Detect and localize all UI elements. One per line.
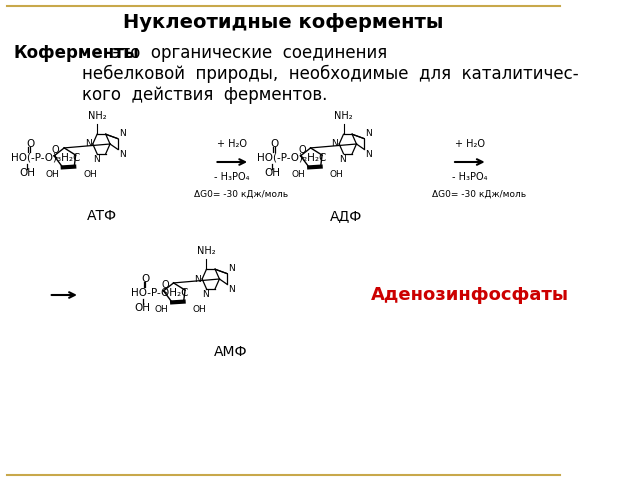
Text: N: N — [365, 129, 372, 138]
Text: Коферменты: Коферменты — [13, 44, 139, 62]
Text: HO-P-OH₂C: HO-P-OH₂C — [131, 288, 189, 298]
Text: O: O — [52, 145, 60, 155]
Text: N: N — [228, 286, 235, 294]
Text: OH: OH — [330, 169, 343, 179]
Text: N: N — [332, 140, 339, 148]
Text: OH: OH — [83, 169, 97, 179]
Text: –  это  органические  соединения
небелковой  природы,  необходимые  для  каталит: – это органические соединения небелковой… — [83, 44, 579, 104]
Text: HO(-P-O)₂H₂C: HO(-P-O)₂H₂C — [257, 153, 326, 163]
Text: N: N — [339, 155, 346, 164]
Text: O: O — [161, 280, 169, 290]
Text: АМФ: АМФ — [214, 345, 247, 359]
Text: - H₃PO₄: - H₃PO₄ — [214, 172, 250, 182]
Text: N: N — [118, 129, 125, 138]
Text: OH: OH — [134, 303, 150, 313]
Text: OH: OH — [264, 168, 280, 178]
Text: АТФ: АТФ — [87, 209, 117, 223]
Text: Нуклеотидные коферменты: Нуклеотидные коферменты — [124, 13, 444, 33]
Text: O: O — [271, 139, 279, 149]
Text: ΔG0= -30 кДж/моль: ΔG0= -30 кДж/моль — [431, 190, 525, 199]
Text: N: N — [365, 150, 372, 159]
Text: OH: OH — [155, 305, 168, 314]
Text: NH₂: NH₂ — [334, 111, 353, 121]
Text: OH: OH — [19, 168, 35, 178]
Text: N: N — [228, 264, 235, 273]
Text: OH: OH — [45, 170, 59, 180]
Text: N: N — [93, 155, 100, 164]
Text: O: O — [298, 145, 306, 155]
Text: O: O — [141, 274, 150, 284]
Text: + H₂O: + H₂O — [217, 139, 247, 149]
Text: N: N — [195, 275, 201, 284]
Text: АДФ: АДФ — [330, 209, 362, 223]
Text: + H₂O: + H₂O — [455, 139, 484, 149]
Text: O: O — [26, 139, 35, 149]
Text: N: N — [118, 150, 125, 159]
Text: - H₃PO₄: - H₃PO₄ — [452, 172, 488, 182]
Text: OH: OH — [292, 170, 306, 180]
Text: Аденозинфосфаты: Аденозинфосфаты — [371, 286, 569, 304]
Text: N: N — [202, 290, 209, 299]
Text: OH: OH — [193, 305, 206, 313]
Text: NH₂: NH₂ — [88, 111, 106, 121]
Text: N: N — [85, 140, 92, 148]
Text: ΔG0= -30 кДж/моль: ΔG0= -30 кДж/моль — [194, 190, 288, 199]
Text: HO(-P-O)₃H₂C: HO(-P-O)₃H₂C — [11, 153, 80, 163]
Text: NH₂: NH₂ — [197, 246, 216, 256]
